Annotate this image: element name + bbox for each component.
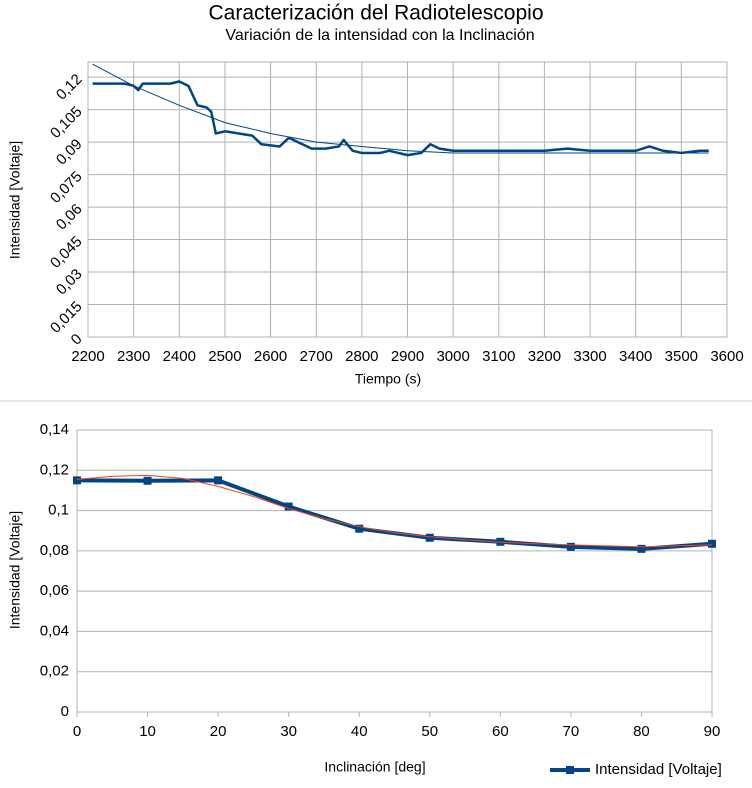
plot-border: [76, 429, 713, 713]
x-tick-label: 2800: [345, 348, 378, 365]
series-line: [92, 63, 709, 154]
x-tick-label: 3500: [665, 348, 698, 365]
marker: [214, 476, 223, 485]
x-tick-label: 2900: [391, 348, 424, 365]
x-tick-label: 3100: [482, 348, 515, 365]
marker: [425, 533, 434, 542]
x-tick-label: 2300: [117, 348, 150, 365]
legend-label: Intensidad [Voltaje]: [595, 761, 722, 778]
x-tick-label: 0: [73, 723, 81, 740]
y-tick-label: 0,08: [40, 542, 69, 559]
y-tick-label: 0,04: [40, 622, 69, 639]
x-tick-label: 40: [351, 723, 368, 740]
x-tick-label: 3300: [573, 348, 606, 365]
legend-marker: [566, 766, 574, 774]
x-tick-label: 2700: [300, 348, 333, 365]
x-tick-label: 3600: [710, 348, 743, 365]
marker: [284, 502, 293, 511]
y-tick-label: 0,045: [47, 233, 86, 272]
chart-title: Caracterización del Radiotelescopio: [208, 2, 543, 25]
y-tick-label: 0,14: [40, 421, 69, 438]
x-tick-label: 20: [210, 723, 227, 740]
y-tick-label: 0,02: [40, 663, 69, 680]
x-tick-label: 2500: [208, 348, 241, 365]
x-tick-label: 50: [421, 723, 438, 740]
x-tick-label: 3200: [528, 348, 561, 365]
y-tick-label: 0: [68, 331, 86, 349]
series-line: [76, 474, 713, 548]
x-tick-label: 2200: [71, 348, 104, 365]
marker: [637, 544, 646, 553]
x-tick-label: 30: [280, 723, 297, 740]
marker: [566, 542, 575, 551]
series-line: [76, 478, 713, 551]
y-axis-label: Intensidad [Voltaje]: [7, 141, 23, 259]
x-tick-label: 3000: [436, 348, 469, 365]
y-tick-label: 0,06: [40, 582, 69, 599]
y-tick-label: 0,12: [40, 461, 69, 478]
x-tick-label: 80: [633, 723, 650, 740]
x-tick-label: 90: [704, 723, 721, 740]
x-axis-label: Inclinación [deg]: [324, 759, 425, 775]
marker: [708, 539, 716, 548]
y-tick-label: 0,105: [47, 103, 86, 142]
x-axis-label: Tiempo (s): [355, 371, 421, 387]
y-tick-label: 0,015: [47, 298, 86, 337]
y-tick-label: 0,075: [47, 168, 86, 207]
marker: [355, 524, 364, 533]
y-tick-label: 0,12: [53, 71, 86, 104]
series-line: [92, 80, 709, 157]
chart-subtitle: Variación de la intensidad con la Inclin…: [225, 27, 534, 44]
marker: [143, 476, 152, 485]
x-tick-label: 2400: [163, 348, 196, 365]
plot-border: [87, 61, 728, 338]
x-tick-label: 10: [139, 723, 156, 740]
y-axis-label: Intensidad [Voltaje]: [7, 511, 23, 629]
x-tick-label: 60: [492, 723, 509, 740]
x-tick-label: 2600: [254, 348, 287, 365]
y-tick-label: 0,1: [48, 502, 69, 519]
y-tick-label: 0: [61, 703, 69, 720]
x-tick-label: 70: [563, 723, 580, 740]
x-tick-label: 3400: [619, 348, 652, 365]
marker: [73, 476, 81, 485]
